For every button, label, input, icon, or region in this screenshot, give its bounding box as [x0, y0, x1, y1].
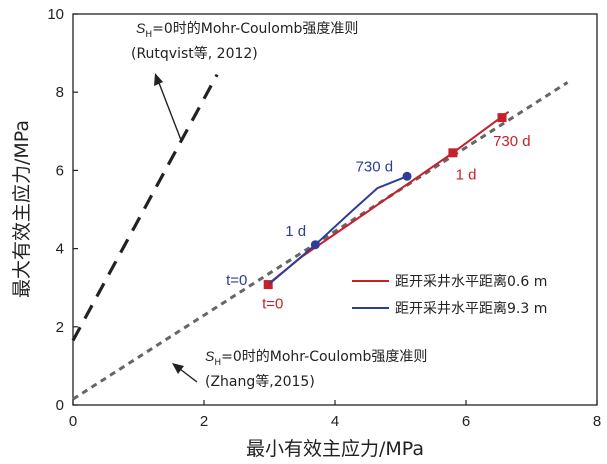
- x-tick-label-3: 6: [462, 413, 470, 430]
- reference-line-1: [72, 81, 569, 401]
- legend-label-0-6m: 距开采井水平距离0.6 m: [395, 273, 547, 290]
- zhang-annotation-arrowhead: [172, 363, 184, 374]
- reference-line-0: [71, 73, 219, 342]
- zhang-annotation-text: =0时的Mohr-Coulomb强度准则: [221, 349, 427, 365]
- rutqvist-annotation-subscript: H: [145, 30, 152, 40]
- zhang-annotation-subscript: H: [214, 358, 221, 368]
- x-tick-label-4: 8: [593, 413, 601, 430]
- series-1-label-2: 730 d: [356, 158, 394, 175]
- plot-frame: [72, 13, 598, 406]
- series-line-0: [265, 110, 510, 287]
- series-0-label-1: 1 d: [456, 166, 477, 183]
- zhang-annotation-arrow: [179, 368, 198, 383]
- series: t=0 1 d 730 d t=0 1 d 730 d: [226, 110, 531, 312]
- y-tick-label-3: 6: [56, 162, 64, 179]
- y-tick-label-5: 10: [47, 6, 64, 23]
- series-0-label-2: 730 d: [493, 133, 531, 150]
- y-tick-label-0: 0: [56, 397, 64, 414]
- series-1-label-0: t=0: [226, 272, 247, 289]
- series-0-marker-2: [497, 113, 507, 123]
- rutqvist-annotation-line2: (Rutqvist等, 2012): [131, 45, 258, 62]
- x-axis-title: 最小有效主应力/MPa: [246, 438, 424, 460]
- series-1-marker-0: [310, 240, 320, 250]
- rutqvist-annotation-text: =0时的Mohr-Coulomb强度准则: [152, 21, 358, 37]
- series-0-label-0: t=0: [262, 295, 283, 312]
- rutqvist-annotation-line1: SH=0时的Mohr-Coulomb强度准则: [136, 20, 358, 40]
- rutqvist-annotation-arrowhead: [154, 73, 163, 86]
- zhang-annotation-symbol: S: [205, 348, 215, 364]
- legend-label-9-3m: 距开采井水平距离9.3 m: [395, 300, 547, 317]
- y-axis-title: 最大有效主应力/MPa: [11, 120, 33, 298]
- series-1-marker-1: [402, 171, 412, 181]
- series-1-label-1: 1 d: [285, 223, 306, 240]
- ticks: 0 2 4 6 8 0 2 4 6 8 10: [47, 6, 601, 430]
- zhang-annotation-line1: SH=0时的Mohr-Coulomb强度准则: [205, 348, 427, 368]
- x-tick-label-2: 4: [331, 413, 339, 430]
- y-tick-label-1: 2: [56, 319, 64, 336]
- rutqvist-annotation-arrow: [158, 82, 182, 141]
- x-tick-label-0: 0: [69, 413, 77, 430]
- series-0-marker-1: [448, 148, 458, 158]
- series-0-marker-0: [263, 280, 273, 290]
- x-tick-label-1: 2: [200, 413, 208, 430]
- series-line-1: [268, 175, 408, 285]
- reference-lines: [71, 73, 569, 401]
- legend: 距开采井水平距离0.6 m 距开采井水平距离9.3 m: [352, 273, 547, 317]
- y-tick-label-4: 8: [56, 84, 64, 101]
- y-tick-label-2: 4: [56, 241, 64, 258]
- zhang-annotation-line2: (Zhang等,2015): [205, 373, 315, 390]
- rutqvist-annotation-symbol: S: [136, 20, 146, 36]
